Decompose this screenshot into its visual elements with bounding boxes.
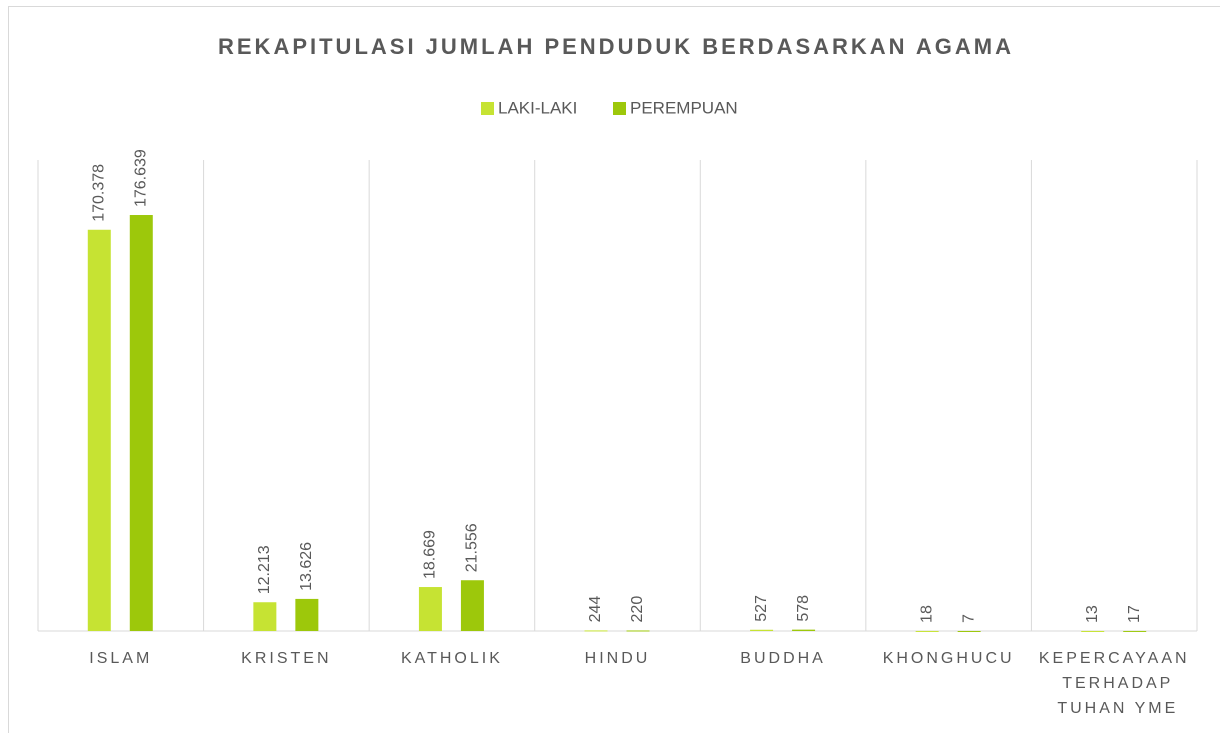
data-label: 21.556: [464, 523, 481, 572]
data-label: 7: [960, 614, 977, 623]
data-label: 176.639: [133, 149, 150, 207]
bar: [1123, 630, 1147, 632]
x-tick-label: KHONGHUCU: [883, 650, 1015, 667]
bar: [418, 587, 442, 631]
x-tick-label: KRISTEN: [241, 650, 331, 667]
bar: [1081, 630, 1105, 632]
bar: [460, 580, 484, 631]
data-label: 578: [795, 595, 812, 622]
bar: [915, 630, 939, 632]
bar: [584, 630, 608, 632]
data-label: 17: [1126, 605, 1143, 623]
data-label: 244: [587, 596, 604, 623]
data-label: 18.669: [422, 530, 439, 579]
data-label: 170.378: [91, 164, 108, 222]
chart-title: REKAPITULASI JUMLAH PENDUDUK BERDASARKAN…: [218, 34, 1014, 59]
bar: [87, 229, 111, 631]
bar: [253, 602, 277, 631]
x-tick-label: KEPERCAYAAN TERHADAP TUHAN YME: [1039, 650, 1190, 717]
legend-label: PEREMPUAN: [630, 98, 738, 117]
data-label: 13: [1084, 605, 1101, 623]
data-label: 220: [629, 596, 646, 623]
bar: [792, 629, 816, 631]
data-label: 18: [918, 605, 935, 623]
x-tick-label: BUDDHA: [740, 650, 826, 667]
legend-label: LAKI-LAKI: [498, 98, 577, 117]
bar: [129, 215, 153, 632]
bar: [957, 630, 981, 632]
legend-swatch: [481, 102, 494, 115]
x-tick-label: ISLAM: [89, 650, 152, 667]
bar: [750, 629, 774, 631]
bar: [295, 598, 319, 631]
chart-frame: [8, 6, 1220, 733]
bar: [626, 630, 650, 632]
data-label: 13.626: [298, 542, 315, 591]
data-label: 12.213: [256, 545, 273, 594]
x-tick-label: KATHOLIK: [401, 650, 503, 667]
x-tick-label: HINDU: [585, 650, 651, 667]
legend-swatch: [613, 102, 626, 115]
data-label: 527: [753, 595, 770, 622]
